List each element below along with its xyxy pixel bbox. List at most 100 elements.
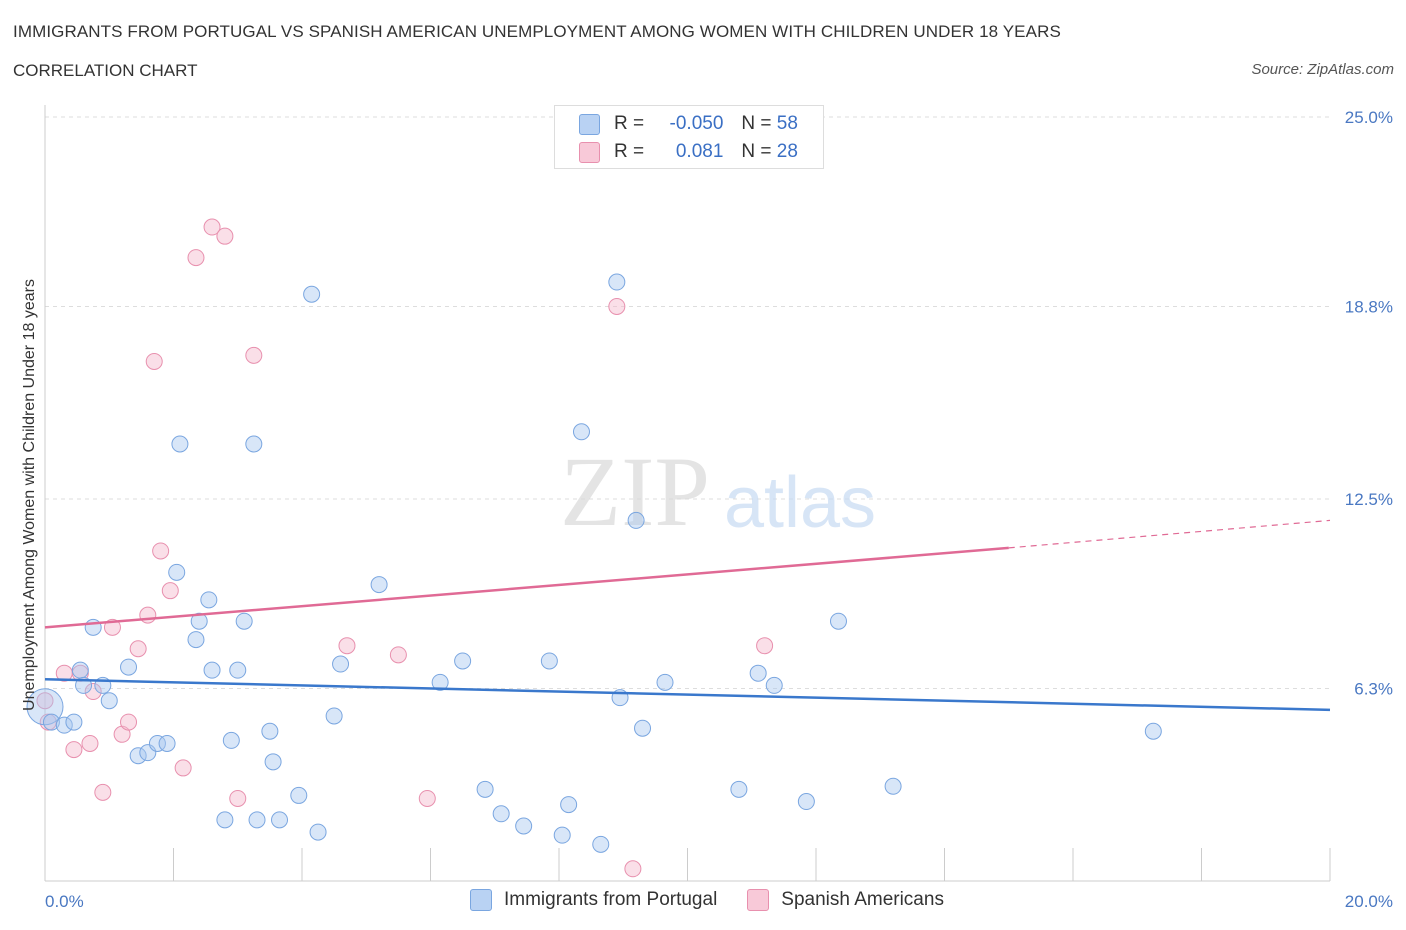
portugal-trend-line <box>44 678 1331 712</box>
tick-labels: 6.3% 12.5% 18.8% 25.0% 0.0% 20.0% <box>45 108 1393 911</box>
chart-title: IMMIGRANTS FROM PORTUGAL VS SPANISH AMER… <box>13 22 1061 41</box>
spanish-americans-point <box>203 218 221 236</box>
source-credit: Source: ZipAtlas.com <box>1251 61 1394 78</box>
legend-swatch-pink <box>579 141 600 163</box>
grid-lines <box>45 116 1330 689</box>
legend-n-label: N = <box>741 113 772 134</box>
spanish-americans-point <box>129 640 147 658</box>
y-axis-label: Unemployment Among Women with Children U… <box>21 279 38 711</box>
spanish-americans-point <box>418 789 436 807</box>
correlation-legend: R = -0.050 N = 58 R = 0.081 N = 28 <box>554 105 824 169</box>
portugal-point <box>431 673 449 691</box>
spanish-americans-point <box>161 582 179 600</box>
watermark-zip: ZIP <box>560 436 710 547</box>
portugal-point <box>370 576 388 594</box>
portugal-point <box>553 826 571 844</box>
spanish-americans-point <box>174 759 192 777</box>
portugal-point <box>492 805 510 823</box>
spanish-americans-point <box>216 227 234 245</box>
portugal-point <box>190 612 208 630</box>
portugal-point <box>171 435 189 453</box>
portugal-point <box>797 793 815 811</box>
chart-subtitle: CORRELATION CHART <box>13 61 198 80</box>
spanish-americans-point <box>94 783 112 801</box>
spanish-americans-point <box>756 637 774 655</box>
portugal-point <box>627 511 645 529</box>
legend-n-label: N = <box>741 141 772 162</box>
legend-r-value: -0.050 <box>669 113 724 134</box>
portugal-point <box>325 707 343 725</box>
portugal-point <box>271 811 289 829</box>
portugal-point <box>540 652 558 670</box>
portugal-point <box>158 734 176 752</box>
spanish-americans-point <box>145 352 163 370</box>
legend-swatch-pink <box>747 889 770 911</box>
y-tick-label: 12.5% <box>1345 490 1393 509</box>
portugal-point <box>245 435 263 453</box>
portugal-point <box>634 719 652 737</box>
portugal-point <box>168 563 186 581</box>
series-spanish-americans-points <box>36 218 774 878</box>
portugal-point <box>829 612 847 630</box>
portugal-point <box>222 731 240 749</box>
portugal-point <box>148 734 166 752</box>
portugal-point <box>749 664 767 682</box>
portugal-point <box>608 273 626 291</box>
legend-r-value: 0.081 <box>675 141 724 162</box>
spanish-americans-point <box>389 646 407 664</box>
legend-r-label: R = <box>614 113 645 134</box>
spanish-americans-point <box>187 249 205 267</box>
portugal-point <box>55 716 73 734</box>
spanish-americans-point <box>229 789 247 807</box>
portugal-point <box>203 661 221 679</box>
portugal-point <box>261 722 279 740</box>
legend-r-label: R = <box>614 141 645 162</box>
portugal-point <box>332 655 350 673</box>
portugal-point <box>572 423 590 441</box>
spanish-americans-point <box>338 637 356 655</box>
portugal-point <box>765 676 783 694</box>
portugal-point <box>592 835 610 853</box>
y-tick-label: 18.8% <box>1345 297 1393 316</box>
portugal-point <box>476 780 494 798</box>
portugal-point <box>216 811 234 829</box>
trend-lines <box>44 519 1331 712</box>
spanish-americans-point <box>245 346 263 364</box>
legend-row-spanish: R = 0.081 N = 28 <box>579 140 798 164</box>
portugal-point <box>290 786 308 804</box>
axes <box>44 105 1331 882</box>
portugal-point <box>309 823 327 841</box>
legend-label-spanish: Spanish Americans <box>781 889 944 910</box>
spanish-americans-point <box>81 734 99 752</box>
series-legend: Immigrants from Portugal Spanish America… <box>470 889 974 911</box>
portugal-point <box>100 692 118 710</box>
spanish-trend-line <box>44 546 1009 629</box>
spanish-americans-point <box>120 713 138 731</box>
portugal-point <box>200 591 218 609</box>
legend-label-portugal: Immigrants from Portugal <box>504 889 718 910</box>
legend-swatch-blue <box>470 889 492 911</box>
portugal-point <box>454 652 472 670</box>
spanish-americans-point <box>152 542 170 560</box>
portugal-point <box>730 780 748 798</box>
legend-n-value: 28 <box>776 141 798 162</box>
portugal-point <box>129 747 147 765</box>
spanish-americans-point <box>624 860 642 878</box>
portugal-point <box>1144 722 1162 740</box>
portugal-point <box>65 713 83 731</box>
y-tick-label: 6.3% <box>1354 679 1393 698</box>
series-portugal-points <box>26 273 1162 853</box>
portugal-point <box>656 673 674 691</box>
x-tick-label: 20.0% <box>1345 892 1393 911</box>
portugal-point <box>229 661 247 679</box>
y-tick-label: 25.0% <box>1345 108 1393 127</box>
portugal-point <box>42 713 60 731</box>
legend-row-portugal: R = -0.050 N = 58 <box>579 112 798 136</box>
spanish-trend-extension <box>1008 519 1331 549</box>
portugal-point <box>560 796 578 814</box>
portugal-point <box>515 817 533 835</box>
portugal-point <box>120 658 138 676</box>
legend-n-value: 58 <box>776 113 798 134</box>
legend-item-spanish: Spanish Americans <box>747 889 944 911</box>
